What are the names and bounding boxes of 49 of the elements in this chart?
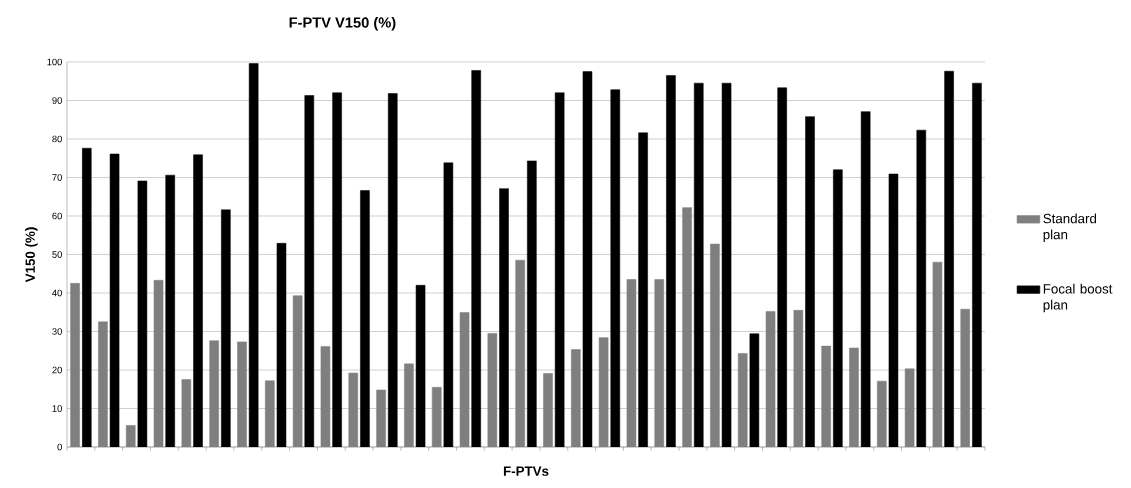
bar	[916, 129, 927, 447]
x-axis-title: F-PTVs	[503, 466, 549, 476]
bar	[332, 92, 342, 447]
bar	[610, 89, 621, 447]
bar	[638, 132, 648, 447]
bar	[81, 147, 92, 447]
bar	[972, 82, 982, 447]
bar	[387, 93, 398, 447]
y-tick-label: 90	[52, 97, 62, 104]
bar	[721, 82, 732, 447]
y-tick-label: 40	[52, 289, 62, 297]
bar	[221, 209, 231, 447]
y-tick-label: 100	[47, 58, 62, 66]
bar	[860, 111, 871, 447]
bar	[554, 92, 565, 447]
y-tick-label: 30	[52, 328, 62, 335]
y-tick-label: 10	[52, 405, 62, 412]
chart-title: F-PTV V150 (%)	[289, 16, 396, 31]
bar	[109, 153, 120, 447]
bar	[777, 87, 787, 447]
y-tick-label: 20	[52, 366, 62, 374]
bar	[693, 82, 704, 447]
bar	[805, 116, 815, 447]
bar	[666, 75, 676, 447]
y-axis-title: V150 (%)	[25, 227, 38, 283]
y-tick-label: 50	[52, 251, 62, 258]
bar	[415, 285, 426, 447]
bar	[248, 63, 259, 447]
bar	[137, 180, 148, 447]
bar	[471, 70, 481, 447]
bar	[527, 160, 537, 447]
y-tick-label: 0	[57, 443, 62, 451]
bar	[749, 333, 760, 447]
bar	[360, 190, 370, 447]
bar	[833, 169, 843, 447]
bar	[499, 188, 509, 447]
bar	[193, 154, 203, 447]
y-tick-label: 80	[52, 135, 62, 143]
y-tick-label: 70	[52, 174, 62, 181]
bar	[944, 70, 954, 447]
bar	[276, 243, 287, 447]
bar	[304, 95, 315, 447]
legend-label: Standard plan	[1043, 213, 1097, 242]
bar	[443, 162, 454, 447]
bar	[888, 173, 899, 447]
bar	[582, 71, 593, 447]
legend-label: Focal boost plan	[1043, 283, 1113, 313]
y-tick-label: 60	[52, 212, 62, 220]
bar	[165, 174, 175, 447]
